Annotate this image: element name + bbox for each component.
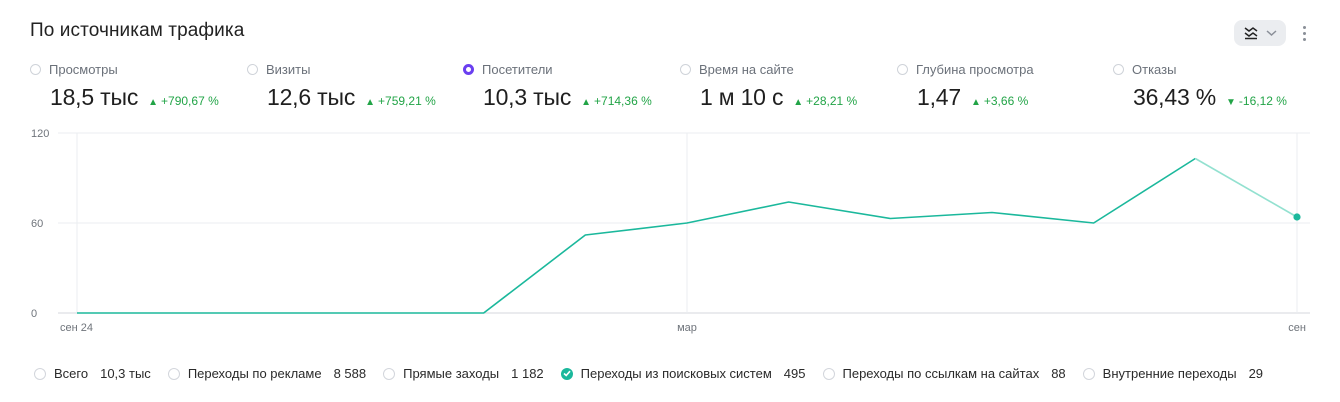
metric-radio[interactable]	[463, 63, 474, 75]
triangle-up-icon: ▲	[793, 97, 804, 108]
metric-value: 18,5 тыс	[50, 84, 139, 110]
triangle-up-icon: ▲	[148, 97, 159, 108]
metric-delta-value: +759,21 %	[378, 94, 436, 108]
metric-label: Глубина просмотра	[916, 61, 1034, 77]
checkbox[interactable]	[822, 367, 835, 380]
metric-delta: ▲ +790,67 %	[148, 94, 219, 108]
checkbox[interactable]	[34, 367, 46, 380]
legend-item[interactable]: Переходы из поисковых систем 495	[560, 366, 806, 381]
metric-delta: ▲ +714,36 %	[581, 94, 652, 108]
metric-radio[interactable]	[1113, 63, 1124, 75]
metric-value: 36,43 %	[1133, 84, 1216, 110]
metric-label: Время на сайте	[699, 61, 794, 77]
y-tick-label: 60	[31, 218, 43, 230]
metric-delta-value: -16,12 %	[1238, 94, 1287, 108]
checkbox[interactable]	[383, 367, 396, 380]
metric-radio[interactable]	[897, 63, 908, 75]
legend-label: Внутренние переходы	[1102, 366, 1237, 381]
metric-delta-value: +28,21 %	[806, 94, 858, 108]
metric-card[interactable]: Глубина просмотра 1,47 ▲ +3,66 %	[897, 60, 1111, 111]
metric-card[interactable]: Визиты 12,6 тыс ▲ +759,21 %	[247, 60, 461, 111]
metric-delta-value: +714,36 %	[594, 94, 652, 108]
legend-value: 10,3 тыс	[100, 366, 151, 381]
widget-title: По источникам трафика	[30, 20, 245, 41]
metric-label: Просмотры	[49, 61, 118, 77]
chart-view-icon	[1243, 26, 1259, 40]
legend-value: 88	[1051, 366, 1066, 381]
metric-value: 1,47	[917, 84, 961, 110]
legend-item[interactable]: Переходы по ссылкам на сайтах 88	[822, 366, 1066, 381]
triangle-down-icon: ▼	[1226, 97, 1236, 108]
metric-delta: ▲ +3,66 %	[971, 94, 1028, 108]
legend-label: Прямые заходы	[403, 366, 500, 381]
metric-delta-value: +790,67 %	[161, 94, 219, 108]
legend-value: 1 182	[511, 366, 544, 381]
data-point	[1293, 213, 1301, 221]
metric-delta: ▲ +28,21 %	[793, 94, 857, 108]
metric-label: Отказы	[1132, 61, 1177, 77]
legend-item[interactable]: Всего 10,3 тыс	[34, 366, 151, 381]
metric-delta-value: +3,66 %	[983, 94, 1029, 108]
x-tick-label: мар	[677, 322, 697, 334]
chart-view-button[interactable]	[1234, 20, 1286, 46]
legend-value: 8 588	[333, 366, 367, 381]
legend-item[interactable]: Прямые заходы 1 182	[383, 366, 544, 381]
metric-card[interactable]: Отказы 36,43 % ▼ -16,12 %	[1113, 60, 1327, 111]
metric-card[interactable]: Посетители 10,3 тыс ▲ +714,36 %	[463, 60, 677, 111]
triangle-up-icon: ▲	[365, 97, 376, 108]
y-tick-label: 120	[31, 128, 49, 140]
metric-radio[interactable]	[680, 63, 691, 75]
metric-label: Визиты	[266, 61, 311, 77]
legend-value: 495	[783, 366, 806, 381]
checkbox[interactable]	[1082, 367, 1095, 380]
series-line	[77, 157, 1196, 314]
legend-value: 29	[1248, 366, 1264, 381]
checkbox[interactable]	[167, 367, 180, 380]
metric-radio[interactable]	[247, 63, 258, 75]
more-vertical-icon[interactable]	[1298, 22, 1310, 44]
metric-value: 1 м 10 с	[700, 84, 784, 110]
metric-label: Посетители	[482, 61, 553, 77]
series-line-incomplete	[1194, 157, 1298, 218]
metric-value: 12,6 тыс	[267, 84, 356, 110]
legend-label: Переходы по ссылкам на сайтах	[842, 366, 1040, 381]
metric-card[interactable]: Время на сайте 1 м 10 с ▲ +28,21 %	[680, 60, 894, 111]
metric-value: 10,3 тыс	[483, 84, 572, 110]
legend-label: Переходы по рекламе	[187, 366, 322, 381]
triangle-up-icon: ▲	[581, 97, 592, 108]
legend-label: Всего	[54, 366, 89, 381]
triangle-up-icon: ▲	[970, 97, 981, 108]
chevron-down-icon	[1266, 29, 1277, 37]
metric-card[interactable]: Просмотры 18,5 тыс ▲ +790,67 %	[30, 60, 244, 111]
y-tick-label: 0	[31, 308, 37, 320]
metric-radio[interactable]	[30, 63, 41, 75]
legend-item[interactable]: Внутренние переходы 29	[1082, 366, 1264, 381]
metric-delta: ▲ +759,21 %	[365, 94, 436, 108]
x-tick-label: сен	[1288, 322, 1306, 334]
checkbox-checked-icon[interactable]	[560, 367, 573, 380]
legend-label: Переходы из поисковых систем	[580, 366, 772, 381]
x-tick-label: сен 24	[60, 322, 93, 334]
metric-delta: ▼ -16,12 %	[1226, 94, 1287, 108]
legend-item[interactable]: Переходы по рекламе 8 588	[167, 366, 367, 381]
traffic-sources-legend: Всего 10,3 тыс Переходы по рекламе 8 588 Пря…	[34, 366, 1280, 381]
